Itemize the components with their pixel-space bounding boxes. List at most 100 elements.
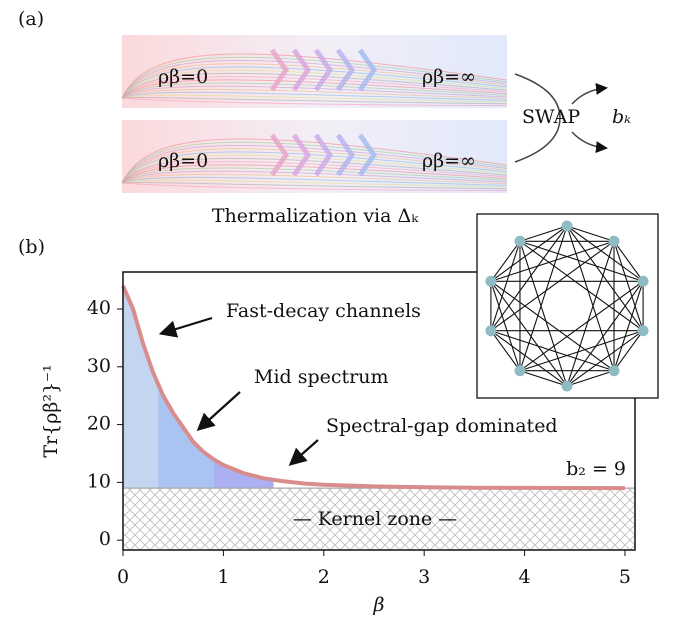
graph-edge [613, 330, 644, 372]
annotation-arrow [158, 316, 213, 338]
graph-edge [613, 240, 644, 282]
trajectory [121, 157, 508, 184]
trajectory [121, 76, 508, 99]
swap-arrow [571, 82, 608, 105]
trajectory [121, 59, 508, 99]
graph-edge [490, 240, 615, 282]
chevron [269, 48, 290, 92]
graph-edge [566, 370, 615, 387]
graph-edge [613, 281, 644, 371]
annotation: b₂ = 9 [566, 458, 626, 480]
graph-edge [566, 330, 644, 387]
graph-node [637, 275, 649, 287]
trajectory [121, 85, 508, 99]
graph-edge [519, 225, 568, 371]
graph-edge [519, 225, 568, 242]
axes-frame [122, 271, 636, 551]
graph-node [514, 365, 526, 377]
trajectory [121, 53, 508, 99]
trajectory [121, 179, 508, 188]
graph-edge [490, 240, 521, 282]
trajectory [121, 148, 508, 184]
graph-node [637, 325, 649, 337]
swap-arc [514, 73, 561, 163]
region [158, 285, 214, 489]
caption: Thermalization via Δₖ [212, 205, 419, 227]
trajectory [121, 72, 508, 99]
graph-edge [490, 330, 568, 387]
annotation-arrow [288, 439, 319, 466]
x-tick-label: 1 [217, 566, 229, 588]
panel-label: (b) [18, 236, 45, 258]
x-tick-label: 5 [619, 566, 631, 588]
y-tick-label: 20 [87, 413, 111, 435]
thermalization-strips [121, 35, 508, 193]
y-tick-label: 10 [87, 470, 111, 492]
annotation: — Kernel zone — [293, 508, 458, 530]
trajectory [121, 164, 508, 184]
x-tick-label: 3 [418, 566, 430, 588]
rho-label: ρβ=0 [158, 66, 208, 88]
trajectory [121, 144, 508, 184]
graph-edge [519, 330, 644, 372]
chevron [313, 133, 334, 177]
swap-arrow [571, 131, 608, 154]
kernel-zone [123, 488, 635, 550]
graph-edge [490, 280, 615, 372]
graph-edge [519, 240, 644, 282]
graph-node [608, 365, 620, 377]
graph-edge [490, 240, 615, 332]
graph-inset [476, 213, 659, 399]
graph-edge [566, 241, 615, 387]
graph-edge [490, 330, 521, 372]
trajectory [121, 173, 508, 185]
graph-node [485, 325, 497, 337]
trajectory [121, 167, 508, 184]
trajectory [121, 154, 508, 184]
trajectory [121, 170, 508, 184]
graph-edge [566, 225, 644, 332]
y-tick-label: 0 [99, 528, 111, 550]
output-label: bₖ [612, 106, 631, 128]
graph-edge [613, 241, 644, 331]
chevron [357, 48, 378, 92]
graph-node [485, 275, 497, 287]
graph-node [608, 235, 620, 247]
trajectory [121, 91, 508, 101]
graph-edge [566, 225, 615, 371]
graph-edge [566, 225, 644, 282]
trajectory [121, 94, 508, 103]
chevron [291, 48, 312, 92]
graph-node [561, 380, 573, 392]
trajectory [121, 151, 508, 184]
chevron [313, 48, 334, 92]
rho-label: ρβ=∞ [422, 150, 476, 172]
trajectory [121, 161, 508, 184]
annotation: Mid spectrum [254, 366, 389, 388]
graph-edge [566, 280, 644, 387]
y-tick-label: 30 [87, 355, 111, 377]
chevron [335, 133, 356, 177]
graph-edge [519, 240, 644, 332]
annotation: Spectral-gap dominated [326, 415, 558, 437]
trajectory [121, 56, 508, 99]
graph-edge [490, 225, 568, 282]
graph-edge [490, 225, 568, 332]
graph-node [561, 220, 573, 232]
trajectory [121, 69, 508, 99]
annotation-arrow [196, 391, 241, 431]
graph-edge [519, 370, 568, 387]
graph-edge [490, 241, 521, 331]
y-axis-label: Tr{ρβ²}⁻¹ [40, 364, 62, 457]
graph-edge [490, 280, 568, 387]
graph-edge [519, 280, 644, 372]
x-tick-label: 2 [318, 566, 330, 588]
plot: 0 1 2 3 4 5 0 10 20 30 40 β Tr{ρβ²}⁻¹ Fast-decay chan… [40, 271, 636, 616]
trajectory [121, 82, 508, 99]
trajectory [121, 97, 508, 105]
annotation: Fast-decay channels [226, 300, 421, 322]
trajectory [121, 79, 508, 99]
trajectory [121, 66, 508, 99]
trajectory [121, 182, 508, 191]
